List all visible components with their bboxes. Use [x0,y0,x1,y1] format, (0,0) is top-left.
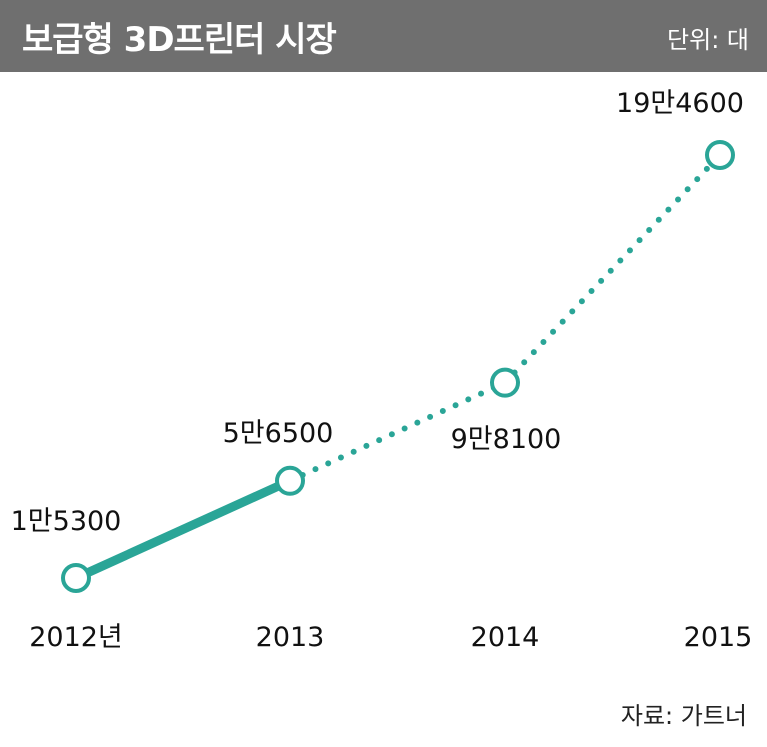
x-axis-labels: 2012년 2013 2014 2015 [29,622,752,653]
x-tick-label-4: 2015 [684,622,753,653]
x-tick-label-3: 2014 [471,622,540,653]
data-point-1 [61,563,91,593]
data-label-4: 19만4600 [616,88,744,119]
data-label-2: 5만6500 [223,418,334,449]
data-point-2 [275,465,305,496]
x-tick-label-1: 2012년 [29,622,123,653]
x-tick-label-2: 2013 [256,622,325,653]
chart-title: 보급형 3D프린터 시장 [22,20,337,60]
line-segment-3 [502,152,723,386]
data-label-3: 9만8100 [451,424,562,455]
data-points [61,140,735,593]
data-label-1: 1만5300 [11,506,122,537]
data-point-4 [705,140,735,170]
data-labels: 1만5300 5만6500 9만8100 19만4600 [11,88,744,537]
unit-label: 단위: 대 [667,26,749,54]
line-segment-2 [287,379,508,484]
source-note: 자료: 가트너 [620,702,747,730]
data-point-3 [490,367,520,398]
line-segment-1 [74,476,292,583]
chart-header: 보급형 3D프린터 시장 단위: 대 [0,0,767,72]
series-lines [74,152,723,583]
